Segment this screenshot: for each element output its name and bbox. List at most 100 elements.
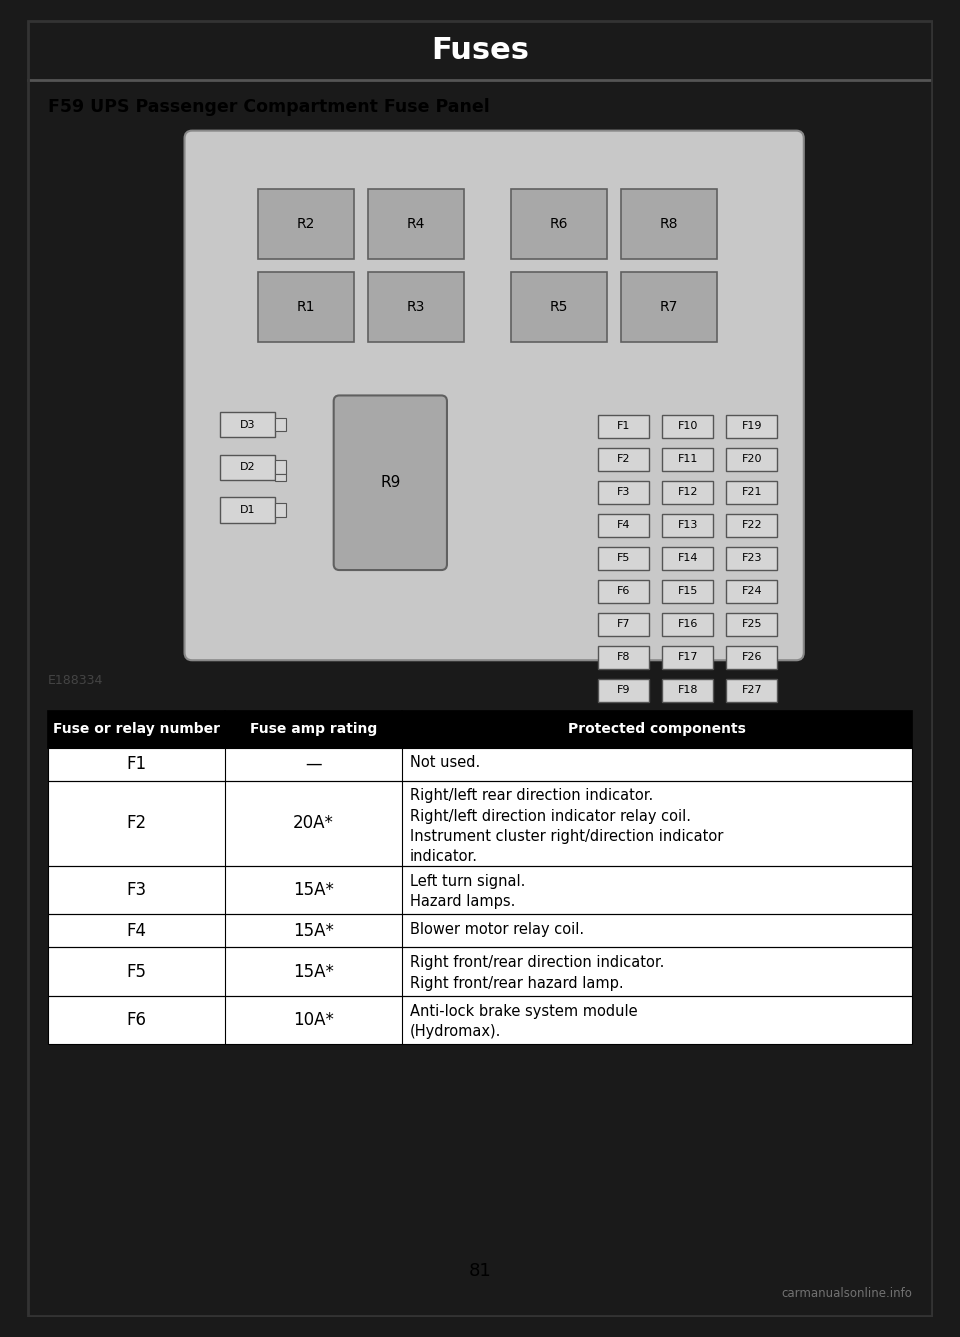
Text: F17: F17: [678, 652, 698, 662]
Text: R5: R5: [550, 301, 568, 314]
Text: E188334: E188334: [48, 674, 103, 687]
Text: Not used.: Not used.: [410, 755, 480, 770]
Bar: [276, 417, 286, 432]
Bar: [598, 481, 649, 504]
Bar: [48, 711, 912, 747]
Text: F13: F13: [678, 520, 698, 531]
Text: R1: R1: [297, 301, 316, 314]
Bar: [598, 414, 649, 439]
Text: F5: F5: [127, 963, 146, 980]
Bar: [48, 711, 912, 747]
Text: 81: 81: [468, 1262, 492, 1281]
Bar: [368, 189, 464, 258]
Bar: [48, 747, 912, 781]
Text: F1: F1: [617, 421, 630, 432]
Bar: [598, 646, 649, 668]
Text: F25: F25: [742, 619, 762, 630]
Text: F16: F16: [678, 619, 698, 630]
Text: F6: F6: [617, 587, 630, 596]
Text: 20A*: 20A*: [293, 814, 334, 832]
Bar: [621, 273, 717, 342]
Bar: [727, 414, 778, 439]
Bar: [662, 612, 713, 636]
Text: R8: R8: [660, 217, 678, 231]
Text: D3: D3: [240, 420, 255, 429]
Bar: [48, 781, 912, 866]
Text: F15: F15: [678, 587, 698, 596]
Text: F2: F2: [126, 814, 146, 832]
Text: F12: F12: [678, 488, 698, 497]
Text: 15A*: 15A*: [293, 963, 334, 980]
Text: F2: F2: [616, 455, 630, 464]
Bar: [258, 273, 354, 342]
Text: F4: F4: [616, 520, 630, 531]
Text: D2: D2: [240, 463, 255, 472]
Bar: [727, 580, 778, 603]
Text: R4: R4: [407, 217, 425, 231]
Bar: [48, 948, 912, 996]
Bar: [598, 513, 649, 537]
Bar: [48, 996, 912, 1044]
Text: R6: R6: [550, 217, 568, 231]
Text: F19: F19: [742, 421, 762, 432]
Bar: [727, 547, 778, 570]
Bar: [258, 189, 354, 258]
Bar: [727, 448, 778, 471]
Bar: [48, 866, 912, 915]
Bar: [221, 412, 276, 437]
Bar: [276, 475, 286, 481]
Bar: [662, 646, 713, 668]
Text: Fuses: Fuses: [431, 36, 529, 64]
Bar: [221, 497, 276, 523]
Text: F14: F14: [678, 554, 698, 563]
Bar: [368, 273, 464, 342]
FancyBboxPatch shape: [334, 396, 447, 570]
Text: F24: F24: [741, 587, 762, 596]
Text: F5: F5: [617, 554, 630, 563]
Bar: [662, 414, 713, 439]
Bar: [662, 580, 713, 603]
Text: F11: F11: [678, 455, 698, 464]
Bar: [598, 547, 649, 570]
Text: R2: R2: [297, 217, 316, 231]
Text: F7: F7: [616, 619, 630, 630]
Bar: [598, 448, 649, 471]
Text: Fuse or relay number: Fuse or relay number: [53, 722, 220, 737]
Text: R9: R9: [380, 475, 400, 491]
Text: Blower motor relay coil.: Blower motor relay coil.: [410, 923, 584, 937]
Bar: [662, 513, 713, 537]
Text: R3: R3: [407, 301, 425, 314]
Text: F22: F22: [741, 520, 762, 531]
Text: F3: F3: [617, 488, 630, 497]
Text: Anti-lock brake system module
(Hydromax).: Anti-lock brake system module (Hydromax)…: [410, 1004, 637, 1039]
Bar: [48, 747, 912, 781]
Bar: [48, 915, 912, 948]
Bar: [276, 503, 286, 516]
FancyBboxPatch shape: [184, 131, 804, 660]
Text: carmanualsonline.info: carmanualsonline.info: [781, 1288, 912, 1301]
Text: Right front/rear direction indicator.
Right front/rear hazard lamp.: Right front/rear direction indicator. Ri…: [410, 955, 664, 991]
Text: Protected components: Protected components: [568, 722, 746, 737]
Bar: [727, 646, 778, 668]
Bar: [48, 948, 912, 996]
Text: 15A*: 15A*: [293, 923, 334, 940]
Bar: [662, 448, 713, 471]
Bar: [727, 679, 778, 702]
Bar: [48, 866, 912, 915]
Text: F9: F9: [616, 686, 630, 695]
Bar: [727, 513, 778, 537]
Text: R7: R7: [660, 301, 678, 314]
Text: F6: F6: [127, 1011, 146, 1029]
Bar: [727, 481, 778, 504]
Bar: [511, 273, 608, 342]
Bar: [662, 481, 713, 504]
Text: F4: F4: [127, 923, 146, 940]
Bar: [598, 580, 649, 603]
Text: F21: F21: [742, 488, 762, 497]
Text: 15A*: 15A*: [293, 881, 334, 900]
Bar: [598, 679, 649, 702]
Text: F1: F1: [126, 755, 146, 773]
Text: F18: F18: [678, 686, 698, 695]
Bar: [48, 996, 912, 1044]
Bar: [221, 455, 276, 480]
